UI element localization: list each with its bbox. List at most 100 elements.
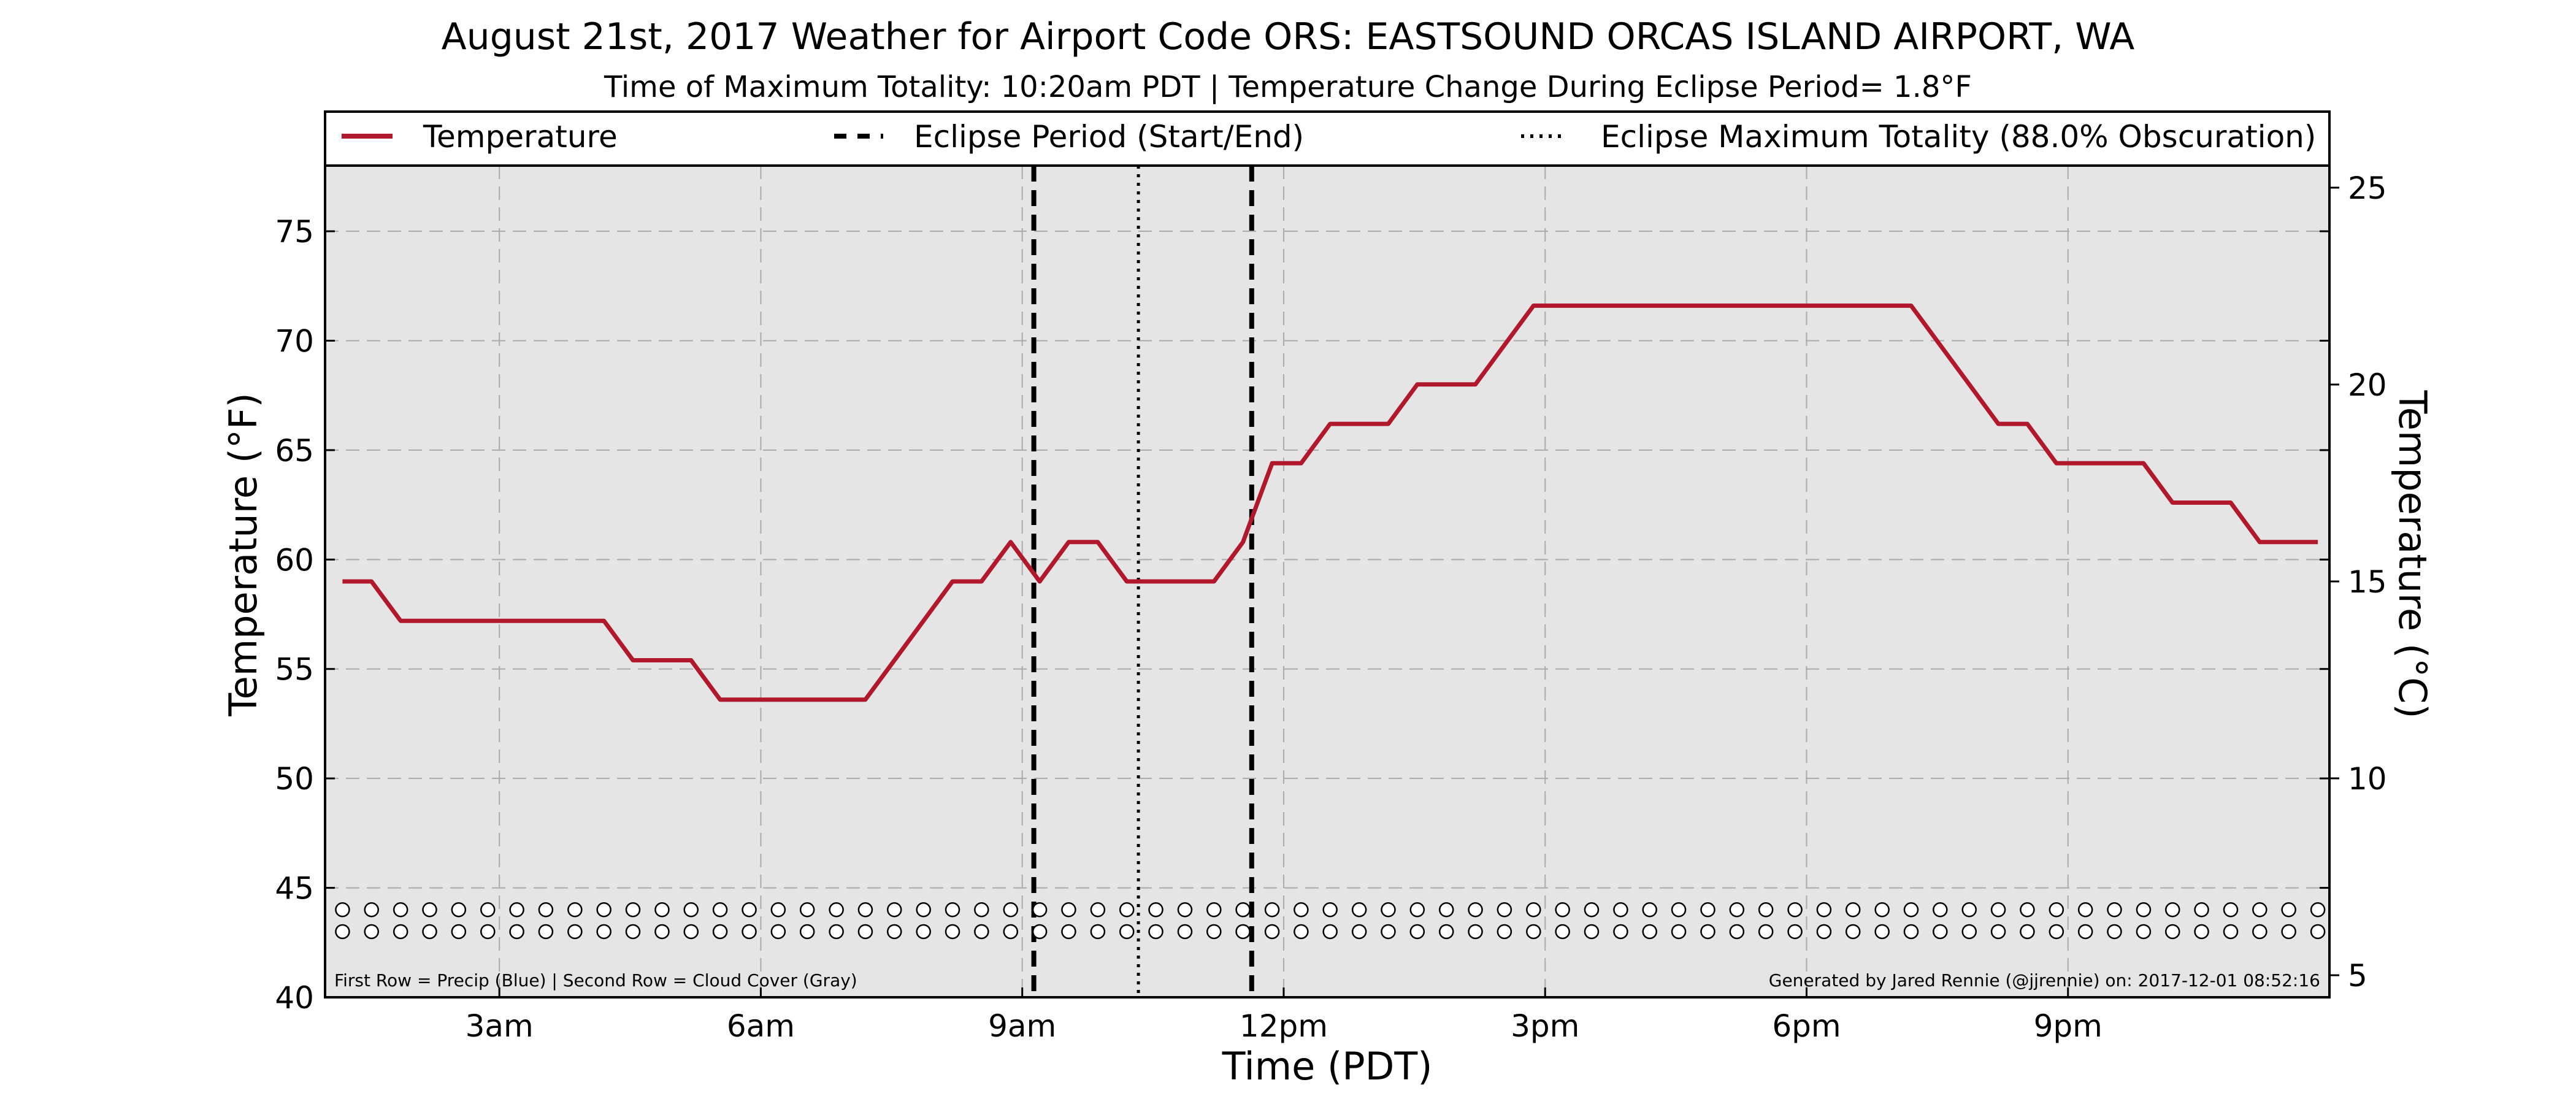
cloud-marker xyxy=(451,924,467,940)
cloud-marker xyxy=(1758,924,1774,940)
precip-marker xyxy=(916,902,931,918)
precip-marker xyxy=(538,902,554,918)
precip-marker xyxy=(1526,902,1541,918)
cloud-marker xyxy=(2194,924,2209,940)
cloud-marker xyxy=(1294,924,1309,940)
cloud-marker xyxy=(2310,924,2326,940)
precip-marker xyxy=(1584,902,1600,918)
precip-marker xyxy=(770,902,786,918)
precip-marker xyxy=(1409,902,1425,918)
legend-totality-label: Eclipse Maximum Totality (88.0% Obscurat… xyxy=(1601,119,2316,155)
precip-marker xyxy=(1555,902,1570,918)
cloud-marker xyxy=(654,924,670,940)
precip-marker xyxy=(683,902,699,918)
precip-marker xyxy=(1322,902,1338,918)
precip-marker xyxy=(1177,902,1193,918)
precip-marker xyxy=(1933,902,1948,918)
axes: 40 45 50 55 60 65 70 75 5 10 15 20 25 3am 6am 9am 12pm 3p… xyxy=(275,171,2386,1044)
precip-marker xyxy=(1903,902,1919,918)
cloud-marker xyxy=(945,924,960,940)
cloud-marker xyxy=(1206,924,1222,940)
precip-marker xyxy=(654,902,670,918)
precip-marker xyxy=(1206,902,1222,918)
precip-marker xyxy=(1003,902,1019,918)
cloud-marker xyxy=(538,924,554,940)
cloud-marker xyxy=(857,924,873,940)
plot-background xyxy=(325,166,2329,997)
precip-marker xyxy=(422,902,437,918)
y-right-tick-label: 5 xyxy=(2348,958,2367,994)
precip-marker xyxy=(2194,902,2209,918)
y-tick-label: 65 xyxy=(275,433,314,469)
x-tick-label: 9am xyxy=(988,1008,1056,1044)
y-tick-label: 75 xyxy=(275,214,314,250)
precip-marker xyxy=(2049,902,2064,918)
chart-subtitle: Time of Maximum Totality: 10:20am PDT | … xyxy=(604,70,1972,104)
cloud-marker xyxy=(1642,924,1657,940)
cloud-marker xyxy=(1903,924,1919,940)
cloud-marker xyxy=(1148,924,1163,940)
precip-marker xyxy=(2281,902,2296,918)
precip-marker xyxy=(742,902,757,918)
cloud-marker xyxy=(596,924,611,940)
precip-marker xyxy=(2310,902,2326,918)
cloud-marker xyxy=(2077,924,2093,940)
precip-marker xyxy=(857,902,873,918)
cloud-marker xyxy=(1119,924,1135,940)
footnote-right: Generated by Jared Rennie (@jjrennie) on… xyxy=(1769,970,2320,991)
cloud-marker xyxy=(1613,924,1628,940)
cloud-marker xyxy=(742,924,757,940)
cloud-marker xyxy=(1671,924,1687,940)
precip-marker xyxy=(1438,902,1454,918)
precip-marker xyxy=(1816,902,1832,918)
x-axis-label: Time (PDT) xyxy=(1222,1044,1433,1089)
x-tick-label: 6am xyxy=(727,1008,795,1044)
cloud-marker xyxy=(480,924,496,940)
cloud-marker xyxy=(509,924,524,940)
y-right-tick-label: 20 xyxy=(2348,367,2387,403)
precip-marker xyxy=(1264,902,1280,918)
cloud-marker xyxy=(1003,924,1019,940)
cloud-marker xyxy=(683,924,699,940)
precip-marker xyxy=(1700,902,1715,918)
precip-marker xyxy=(567,902,583,918)
precip-marker xyxy=(2164,902,2180,918)
precip-marker xyxy=(799,902,815,918)
cloud-marker xyxy=(974,924,989,940)
cloud-marker xyxy=(1729,924,1745,940)
cloud-marker xyxy=(1700,924,1715,940)
precip-marker xyxy=(1990,902,2006,918)
precip-marker xyxy=(1613,902,1628,918)
precip-marker xyxy=(1961,902,1977,918)
cloud-marker xyxy=(2107,924,2122,940)
y-right-tick-label: 25 xyxy=(2348,171,2387,206)
cloud-marker xyxy=(2223,924,2239,940)
cloud-marker xyxy=(770,924,786,940)
cloud-marker xyxy=(2020,924,2035,940)
precip-marker xyxy=(2223,902,2239,918)
precip-marker xyxy=(1119,902,1135,918)
y-right-tick-label: 10 xyxy=(2348,761,2387,797)
cloud-marker xyxy=(1990,924,2006,940)
cloud-marker xyxy=(1933,924,1948,940)
x-tick-label: 6pm xyxy=(1772,1008,1841,1044)
cloud-marker xyxy=(1351,924,1367,940)
precip-marker xyxy=(2077,902,2093,918)
cloud-marker xyxy=(799,924,815,940)
observation-markers xyxy=(335,902,2326,940)
precip-marker xyxy=(1874,902,1890,918)
y-axis-right-label: Temperature (°C) xyxy=(2390,389,2435,718)
cloud-marker xyxy=(1235,924,1251,940)
cloud-marker xyxy=(1584,924,1600,940)
legend: Temperature Eclipse Period (Start/End) E… xyxy=(324,110,2331,167)
precip-marker xyxy=(1061,902,1076,918)
legend-eclipse-label: Eclipse Period (Start/End) xyxy=(914,119,1304,155)
precip-marker xyxy=(393,902,408,918)
precip-marker xyxy=(625,902,641,918)
precip-marker xyxy=(1294,902,1309,918)
precip-marker xyxy=(1468,902,1483,918)
cloud-marker xyxy=(2136,924,2152,940)
y-tick-label: 45 xyxy=(275,871,314,907)
cloud-marker xyxy=(1961,924,1977,940)
precip-marker xyxy=(1671,902,1687,918)
